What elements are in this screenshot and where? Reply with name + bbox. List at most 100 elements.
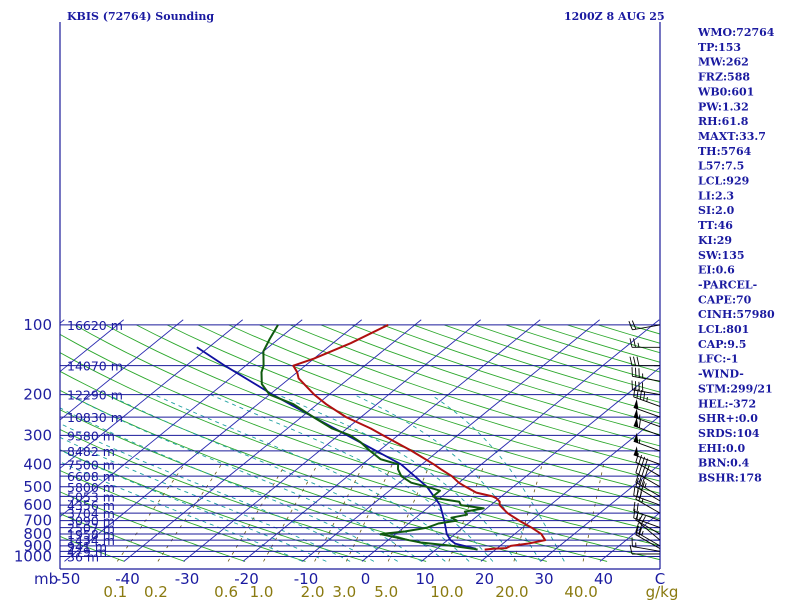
index-line: CAP:9.5 (698, 338, 746, 351)
index-line: SHR+:0.0 (698, 412, 758, 425)
barb-flag (633, 356, 636, 366)
barb-half-flag (638, 414, 641, 420)
height-label: 7500 m (67, 457, 115, 472)
moist-adiabat (68, 394, 422, 562)
index-line: -WIND- (698, 368, 744, 381)
chart-title: KBIS (72764) Sounding (67, 10, 214, 23)
barb-pennant (633, 432, 639, 443)
height-label: 16620 m (67, 318, 123, 333)
wind-barb (631, 537, 661, 552)
dry-adiabat (60, 491, 246, 562)
wind-barb (635, 525, 661, 550)
height-label: 941 m (67, 539, 107, 554)
barb-flag (638, 524, 643, 534)
index-line: CAPE:70 (698, 293, 752, 306)
temperature-unit-label: C (655, 570, 665, 588)
isotherm (421, 366, 660, 562)
pressure-unit-label: mb (34, 570, 58, 588)
index-line: EHI:0.0 (698, 442, 745, 455)
dry-adiabat (105, 324, 660, 520)
barb-pennant (633, 399, 639, 410)
index-line: SI:2.0 (698, 204, 735, 217)
temperature-trace (292, 324, 547, 551)
barb-flag (641, 467, 646, 477)
barb-flag (635, 525, 639, 535)
wind-barb (629, 544, 661, 555)
barb-staff (633, 425, 661, 436)
index-line: LI:2.3 (698, 189, 734, 202)
barb-staff (632, 375, 661, 382)
height-label: 10830 m (67, 410, 123, 425)
barb-flag (635, 522, 639, 533)
temperature-label: -10 (294, 570, 319, 588)
isotherm (60, 319, 243, 469)
index-line: LCL:929 (698, 175, 749, 188)
isotherm (540, 463, 660, 562)
index-line: TT:46 (698, 219, 733, 232)
wind-barb (633, 399, 661, 418)
mixing-ratio-label: 3.0 (332, 583, 356, 600)
barb-half-flag (641, 530, 644, 536)
wind-barb (633, 387, 661, 407)
dry-adiabat (74, 324, 660, 533)
wind-barb (628, 320, 661, 331)
barb-flag (643, 391, 646, 401)
mixing-ratio-label: 0.1 (103, 583, 127, 600)
mixing-ratio-label: 2.0 (301, 583, 325, 600)
wind-barb (635, 463, 661, 488)
isotherm (60, 319, 303, 518)
mixing-ratio-line (345, 464, 393, 562)
isotherm (302, 319, 600, 562)
temperature-axis-labels: -50 -40 -30 -20 -10 0 10 20 30 40 C (56, 570, 665, 588)
barb-flag (635, 473, 639, 483)
pressure-label: 900 (23, 537, 52, 555)
pressure-label: 200 (23, 386, 52, 404)
dry-adiabat (60, 535, 125, 562)
barb-flag (629, 544, 633, 555)
height-label: 3090 m (67, 514, 115, 529)
pressure-label: 400 (23, 455, 52, 473)
mixing-ratio-label: 0.6 (214, 583, 238, 600)
wind-barb (633, 508, 661, 528)
dry-adiabat (351, 324, 660, 425)
temperature-label: 0 (361, 570, 371, 588)
index-line: HEL:-372 (698, 397, 756, 410)
barb-staff (633, 510, 661, 522)
mixing-ratio-label: 40.0 (564, 583, 597, 600)
index-line: CINH:57980 (698, 308, 775, 321)
moist-adiabat (210, 394, 494, 562)
barb-flag (633, 338, 636, 348)
height-label: 1958 m (67, 527, 115, 542)
barb-flag (638, 475, 643, 485)
pressure-label: 300 (23, 426, 52, 444)
height-label: 12290 m (67, 388, 123, 403)
temperature-label: 10 (415, 570, 434, 588)
dry-adiabat (259, 324, 660, 458)
mixing-ratio-label: 0.2 (144, 583, 168, 600)
barb-pennant (633, 408, 639, 419)
dry-adiabat (60, 409, 487, 562)
temperature-label: -30 (175, 570, 200, 588)
barb-flag (633, 387, 636, 397)
height-label: 36 m (67, 550, 99, 565)
moist-adiabat (353, 394, 541, 562)
dry-adiabat (166, 324, 660, 494)
barb-staff (632, 389, 661, 396)
barb-flag (636, 487, 639, 497)
barb-half-flag (638, 517, 641, 522)
barb-flag (633, 501, 636, 512)
wind-barbs (628, 320, 661, 555)
barb-staff (635, 472, 661, 488)
height-label: 3704 m (67, 506, 115, 521)
barb-staff (635, 486, 661, 502)
isotherm (599, 512, 660, 562)
barb-flag (638, 465, 643, 475)
barb-half-flag (638, 438, 641, 444)
temperature-label: -50 (56, 570, 81, 588)
barb-flag (633, 486, 636, 496)
mixing-ratio-label: 10.0 (430, 583, 463, 600)
mixing-ratio-labels: 0.1 0.2 0.6 1.0 2.0 3.0 5.0 10.0 20.0 40.0 g/kg (103, 583, 678, 600)
